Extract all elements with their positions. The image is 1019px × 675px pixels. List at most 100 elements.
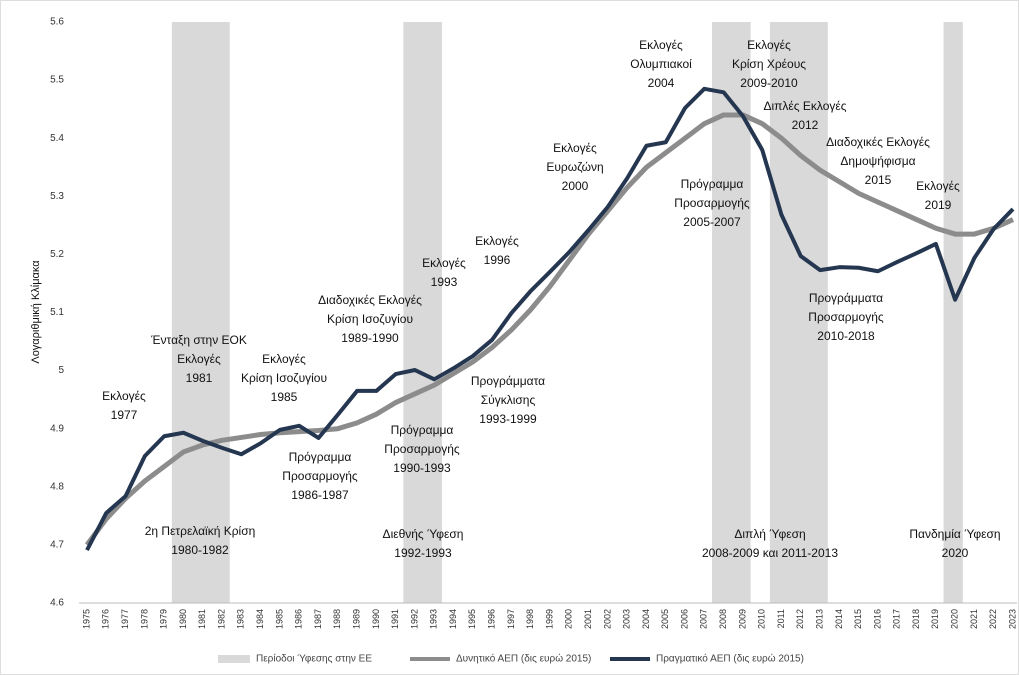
- x-tick-label: 2023: [1007, 609, 1017, 629]
- annotation: Προγράμματα: [471, 374, 545, 388]
- x-tick-label: 1992: [409, 609, 419, 629]
- x-tick-label: 1982: [216, 609, 226, 629]
- x-tick-label: 2020: [950, 609, 960, 629]
- x-tick-label: 2010: [757, 609, 767, 629]
- annotation: 1992-1993: [394, 546, 452, 560]
- x-tick-label: 2012: [795, 609, 805, 629]
- x-tick-label: 1984: [255, 609, 265, 629]
- recession-band: [943, 22, 963, 603]
- x-tick-label: 1989: [351, 609, 361, 629]
- annotation: Διεθνής Ύφεση: [383, 527, 464, 541]
- annotation: 2009-2010: [740, 76, 798, 90]
- annotation: Ευρωζώνη: [546, 160, 603, 174]
- annotation: Εκλογές: [422, 256, 466, 270]
- x-tick-label: 2003: [622, 609, 632, 629]
- annotation: Κρίση Ισοζυγίου: [241, 371, 327, 385]
- x-tick-label: 1988: [332, 609, 342, 629]
- x-tick-label: 1978: [139, 609, 149, 629]
- annotation: Πρόγραμμα: [681, 177, 744, 191]
- annotation: 1985: [271, 390, 298, 404]
- annotation: 2012: [792, 118, 819, 132]
- x-tick-label: 1975: [81, 609, 91, 629]
- annotation: Εκλογές: [747, 38, 791, 52]
- x-tick-label: 2007: [699, 609, 709, 629]
- x-tick-label: 2002: [602, 609, 612, 629]
- legend-label: Περίοδοι Ύφεσης στην ΕΕ: [256, 653, 372, 665]
- annotation: 1986-1987: [291, 488, 349, 502]
- x-tick-label: 1979: [159, 609, 169, 629]
- x-tick-label: 1993: [429, 609, 439, 629]
- annotation: Πρόγραμμα: [289, 450, 352, 464]
- x-tick-label: 1994: [448, 609, 458, 629]
- annotation: Διπλή Ύφεση: [734, 527, 805, 541]
- recession-band: [769, 22, 828, 603]
- annotation: Προσαρμογής: [282, 469, 358, 483]
- annotation: Δημοψήφισμα: [840, 154, 915, 168]
- x-tick-label: 1999: [544, 609, 554, 629]
- x-tick-label: 2004: [641, 609, 651, 629]
- y-axis-label: Λογαριθμική Κλίμακα: [30, 260, 42, 364]
- annotation: 1993-1999: [479, 412, 537, 426]
- x-tick-label: 2021: [969, 609, 979, 629]
- annotation: Πρόγραμμα: [391, 423, 454, 437]
- annotation: 2020: [942, 546, 969, 560]
- annotation: 2005-2007: [683, 215, 741, 229]
- annotation: Προσαρμογής: [384, 442, 460, 456]
- y-tick-label: 5.4: [50, 133, 64, 144]
- annotation: Ένταξη στην ΕΟΚ: [150, 333, 247, 347]
- x-tick-label: 2006: [679, 609, 689, 629]
- legend-label: Δυνητικό ΑΕΠ (δις ευρώ 2015): [456, 653, 591, 665]
- annotation: Κρίση Χρέους: [732, 57, 806, 71]
- annotation: Εκλογές: [262, 352, 306, 366]
- annotation: Πανδημία Ύφεση: [909, 527, 1000, 541]
- y-tick-label: 5.6: [50, 17, 64, 28]
- x-tick-label: 2016: [872, 609, 882, 629]
- x-tick-label: 2011: [776, 609, 786, 628]
- x-tick-label: 2008: [718, 609, 728, 629]
- annotation: 1981: [186, 371, 213, 385]
- x-tick-label: 2017: [892, 609, 902, 629]
- annotation: 1990-1993: [393, 461, 451, 475]
- x-tick-label: 2019: [930, 609, 940, 629]
- y-tick-label: 5.5: [50, 75, 64, 86]
- x-tick-label: 1998: [525, 609, 535, 629]
- annotation: Προσαρμογής: [808, 310, 884, 324]
- x-tick-label: 1987: [313, 609, 323, 629]
- x-tick-label: 1991: [390, 609, 400, 629]
- annotation: 2000: [562, 179, 589, 193]
- x-tick-label: 1981: [197, 609, 207, 629]
- x-tick-label: 2005: [660, 609, 670, 629]
- series-line: [84, 112, 1015, 547]
- annotation: 2015: [865, 173, 892, 187]
- annotation: Προγράμματα: [809, 291, 883, 305]
- annotation: 2008-2009 και 2011-2013: [702, 546, 838, 560]
- x-tick-label: 1980: [178, 609, 188, 629]
- x-tick-label: 2018: [911, 609, 921, 629]
- annotation: Εκλογές: [475, 234, 519, 248]
- annotation: 1989-1990: [341, 331, 399, 345]
- y-tick-label: 5.2: [50, 249, 64, 260]
- annotation: Εκλογές: [916, 179, 960, 193]
- x-tick-label: 1976: [101, 609, 111, 629]
- annotation: Εκλογές: [177, 352, 221, 366]
- y-tick-label: 5: [58, 365, 64, 376]
- y-tick-label: 5.3: [50, 191, 64, 202]
- annotation: Κρίση Ισοζυγίου: [327, 312, 413, 326]
- annotation: 2019: [925, 198, 952, 212]
- annotation: Ολυμπιακοί: [630, 57, 692, 71]
- annotation: Εκλογές: [553, 141, 597, 155]
- annotation: 1980-1982: [171, 543, 229, 557]
- annotation: 1993: [431, 275, 458, 289]
- annotation: Εκλογές: [102, 389, 146, 403]
- x-tick-label: 1997: [506, 609, 516, 629]
- x-tick-label: 1990: [371, 609, 381, 629]
- x-tick-label: 1977: [120, 609, 130, 629]
- x-tick-label: 1995: [467, 609, 477, 629]
- annotation: Διπλές Εκλογές: [763, 99, 846, 113]
- x-tick-label: 1996: [487, 609, 497, 629]
- x-tick-label: 1983: [236, 609, 246, 629]
- legend-label: Πραγματικό ΑΕΠ (δις ευρώ 2015): [656, 653, 804, 665]
- y-tick-label: 5.1: [50, 307, 64, 318]
